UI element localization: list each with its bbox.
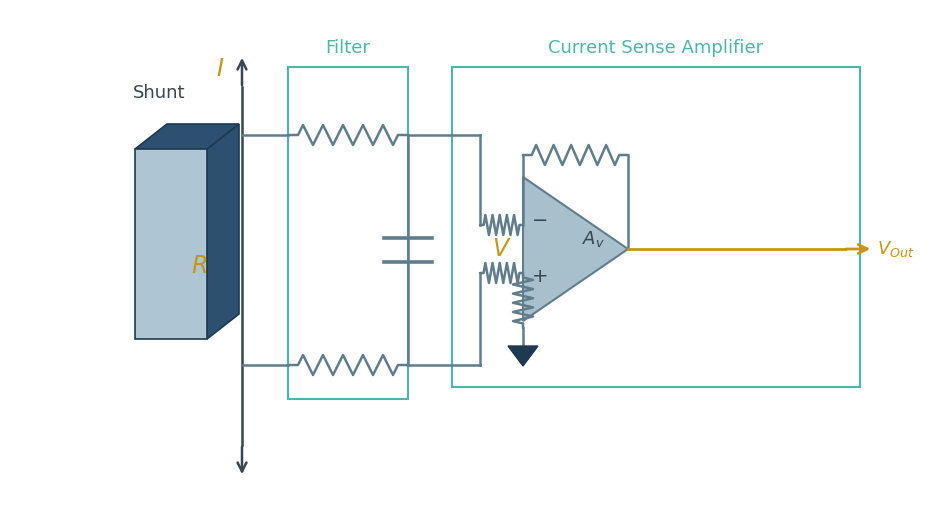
Text: Filter: Filter bbox=[326, 39, 370, 57]
Text: +: + bbox=[532, 267, 548, 286]
Polygon shape bbox=[135, 149, 207, 339]
Polygon shape bbox=[508, 346, 538, 366]
Text: I: I bbox=[217, 57, 223, 81]
Text: $A_v$: $A_v$ bbox=[581, 229, 604, 249]
Polygon shape bbox=[207, 124, 239, 339]
Polygon shape bbox=[523, 177, 628, 321]
Text: Current Sense Amplifier: Current Sense Amplifier bbox=[548, 39, 764, 57]
Text: −: − bbox=[532, 211, 548, 231]
Text: Shunt: Shunt bbox=[133, 84, 185, 102]
Text: $V_{Out}$: $V_{Out}$ bbox=[877, 239, 915, 259]
Polygon shape bbox=[135, 124, 239, 149]
Text: V: V bbox=[492, 237, 508, 261]
Text: R: R bbox=[192, 254, 208, 278]
